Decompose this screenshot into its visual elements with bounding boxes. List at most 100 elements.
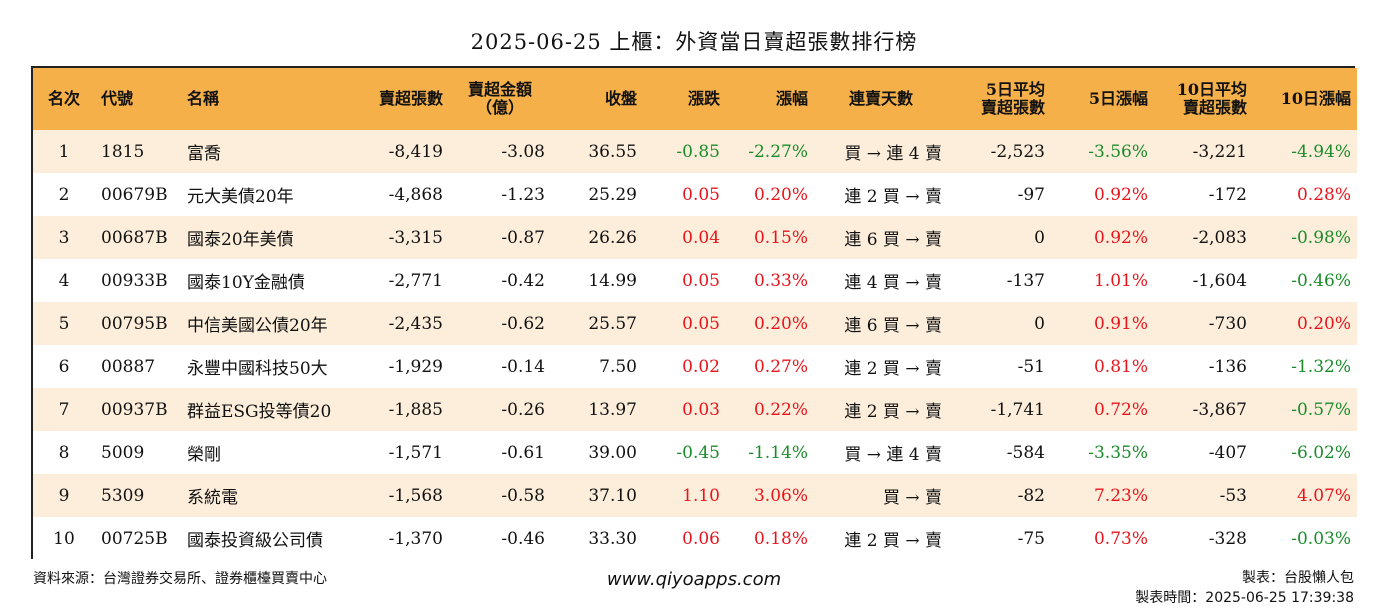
cell-name: 國泰10Y金融債 — [187, 273, 305, 293]
cell-code: 5309 — [101, 485, 145, 506]
table-body: 1 1815 富喬 -8,419 -3.08 36.55 -0.85 -2.27% 買 → 連 … — [33, 130, 1357, 560]
cell-rank: 1 — [58, 141, 70, 162]
cell-rank: 6 — [58, 356, 70, 377]
cell-name: 中信美國公債20年 — [187, 316, 328, 336]
cell-avg10: -172 — [1208, 184, 1247, 205]
cell-pct10: -0.03% — [1291, 528, 1351, 549]
cell-rank: 7 — [58, 399, 70, 420]
cell-avg10: -3,221 — [1192, 141, 1247, 162]
website-link[interactable]: www.qiyoapps.com — [606, 569, 782, 590]
cell-avg10: -1,604 — [1192, 270, 1247, 291]
cell-pct: 3.06% — [753, 485, 808, 506]
cell-change: 0.05 — [682, 313, 720, 334]
cell-rank: 3 — [58, 227, 70, 248]
header-code: 代號 — [101, 89, 134, 108]
header-pct5: 5日漲幅 — [1088, 89, 1148, 108]
cell-pct: 0.20% — [753, 313, 808, 334]
cell-sell-amt: -0.14 — [501, 356, 545, 377]
table-row: 6 00887 永豐中國科技50大 -1,929 -0.14 7.50 0.02 0.27% 連… — [33, 345, 1357, 388]
cell-change: 0.04 — [682, 227, 720, 248]
cell-change: -0.85 — [676, 141, 720, 162]
cell-pct5: -3.56% — [1088, 141, 1148, 162]
cell-sell-qty: -1,571 — [388, 442, 443, 463]
cell-sell-amt: -0.26 — [501, 399, 545, 420]
cell-avg5: -2,523 — [990, 141, 1045, 162]
cell-code: 00679B — [101, 184, 168, 205]
table-row: 9 5309 系統電 -1,568 -0.58 37.10 1.10 3.06% 買 → 賣 -8… — [33, 474, 1357, 517]
cell-avg5: -137 — [1006, 270, 1045, 291]
cell-sell-qty: -8,419 — [388, 141, 443, 162]
cell-avg5: -584 — [1006, 442, 1045, 463]
table-row: 4 00933B 國泰10Y金融債 -2,771 -0.42 14.99 0.05 0.33%… — [33, 259, 1357, 302]
header-sell-amount-line2: （億） — [475, 98, 524, 117]
header-avg5-line2: 賣超張數 — [980, 98, 1045, 117]
cell-avg10: -407 — [1208, 442, 1247, 463]
cell-pct5: 0.92% — [1093, 227, 1148, 248]
cell-avg5: -51 — [1017, 356, 1045, 377]
cell-avg10: -53 — [1219, 485, 1247, 506]
cell-sell-amt: -0.87 — [501, 227, 545, 248]
table-row: 3 00687B 國泰20年美債 -3,315 -0.87 26.26 0.04 0.15% 連… — [33, 216, 1357, 259]
cell-sell-qty: -2,435 — [388, 313, 443, 334]
cell-avg10: -3,867 — [1192, 399, 1247, 420]
cell-pct10: 0.20% — [1296, 313, 1351, 334]
cell-pct5: 7.23% — [1093, 485, 1148, 506]
cell-pct: 0.27% — [753, 356, 808, 377]
cell-rank: 8 — [58, 442, 70, 463]
cell-name: 富喬 — [187, 144, 221, 164]
cell-change: 0.05 — [682, 270, 720, 291]
cell-sell-qty: -4,868 — [388, 184, 443, 205]
cell-close: 36.55 — [588, 141, 637, 162]
cell-code: 00687B — [101, 227, 168, 248]
cell-streak: 連 6 買 → 賣 — [844, 316, 942, 336]
cell-pct: 0.22% — [753, 399, 808, 420]
cell-code: 00933B — [101, 270, 168, 291]
ranking-table: 名次 代號 名稱 賣超張數 賣超金額 （億） 收盤 漲跌 漲幅 連賣天數 5日平均… — [33, 68, 1357, 560]
table-row: 8 5009 榮剛 -1,571 -0.61 39.00 -0.45 -1.14% 買 → 連 … — [33, 431, 1357, 474]
cell-sell-qty: -1,929 — [388, 356, 443, 377]
cell-pct10: -0.98% — [1291, 227, 1351, 248]
cell-rank: 10 — [53, 528, 75, 549]
cell-name: 群益ESG投等債20 — [187, 402, 332, 422]
cell-sell-amt: -0.61 — [501, 442, 545, 463]
cell-sell-amt: -0.58 — [501, 485, 545, 506]
cell-rank: 9 — [58, 485, 70, 506]
header-pct: 漲幅 — [775, 89, 808, 108]
cell-sell-amt: -1.23 — [501, 184, 545, 205]
cell-rank: 4 — [58, 270, 70, 291]
cell-pct5: 0.91% — [1093, 313, 1148, 334]
cell-name: 系統電 — [187, 488, 238, 508]
cell-avg5: 0 — [1034, 313, 1045, 334]
cell-name: 永豐中國科技50大 — [187, 359, 328, 379]
header-avg10-line2: 賣超張數 — [1182, 98, 1247, 117]
table-row: 5 00795B 中信美國公債20年 -2,435 -0.62 25.57 0.05 0.20… — [33, 302, 1357, 345]
cell-close: 25.57 — [588, 313, 637, 334]
cell-avg10: -730 — [1208, 313, 1247, 334]
cell-change: 1.10 — [682, 485, 720, 506]
page-title: 2025-06-25 上櫃：外資當日賣超張數排行榜 — [470, 30, 918, 54]
cell-pct: 0.15% — [753, 227, 808, 248]
cell-pct: 0.20% — [753, 184, 808, 205]
cell-pct10: 4.07% — [1296, 485, 1351, 506]
footer-credits: 製表：台股懶人包 製表時間：2025-06-25 17:39:38 — [1135, 568, 1354, 608]
cell-streak: 連 2 買 → 賣 — [844, 402, 942, 422]
cell-code: 5009 — [101, 442, 145, 463]
table-header-row: 名次 代號 名稱 賣超張數 賣超金額 （億） 收盤 漲跌 漲幅 連賣天數 5日平均… — [33, 68, 1357, 130]
cell-pct10: -0.46% — [1291, 270, 1351, 291]
table-row: 10 00725B 國泰投資級公司債 -1,370 -0.46 33.30 0.06 0.18… — [33, 517, 1357, 560]
cell-pct10: -4.94% — [1291, 141, 1351, 162]
cell-name: 國泰投資級公司債 — [187, 531, 323, 551]
cell-avg10: -2,083 — [1192, 227, 1247, 248]
header-sell-amount: 賣超金額 （億） — [449, 68, 551, 130]
cell-rank: 5 — [58, 313, 70, 334]
cell-change: 0.02 — [682, 356, 720, 377]
cell-code: 1815 — [101, 141, 145, 162]
header-sell-amount-line1: 賣超金額 — [467, 80, 532, 99]
header-avg10-line1: 10日平均 — [1176, 80, 1247, 99]
cell-close: 37.10 — [588, 485, 637, 506]
cell-pct5: 0.92% — [1093, 184, 1148, 205]
cell-sell-amt: -0.42 — [501, 270, 545, 291]
cell-pct10: -6.02% — [1291, 442, 1351, 463]
cell-avg10: -136 — [1208, 356, 1247, 377]
table-row: 1 1815 富喬 -8,419 -3.08 36.55 -0.85 -2.27% 買 → 連 … — [33, 130, 1357, 173]
